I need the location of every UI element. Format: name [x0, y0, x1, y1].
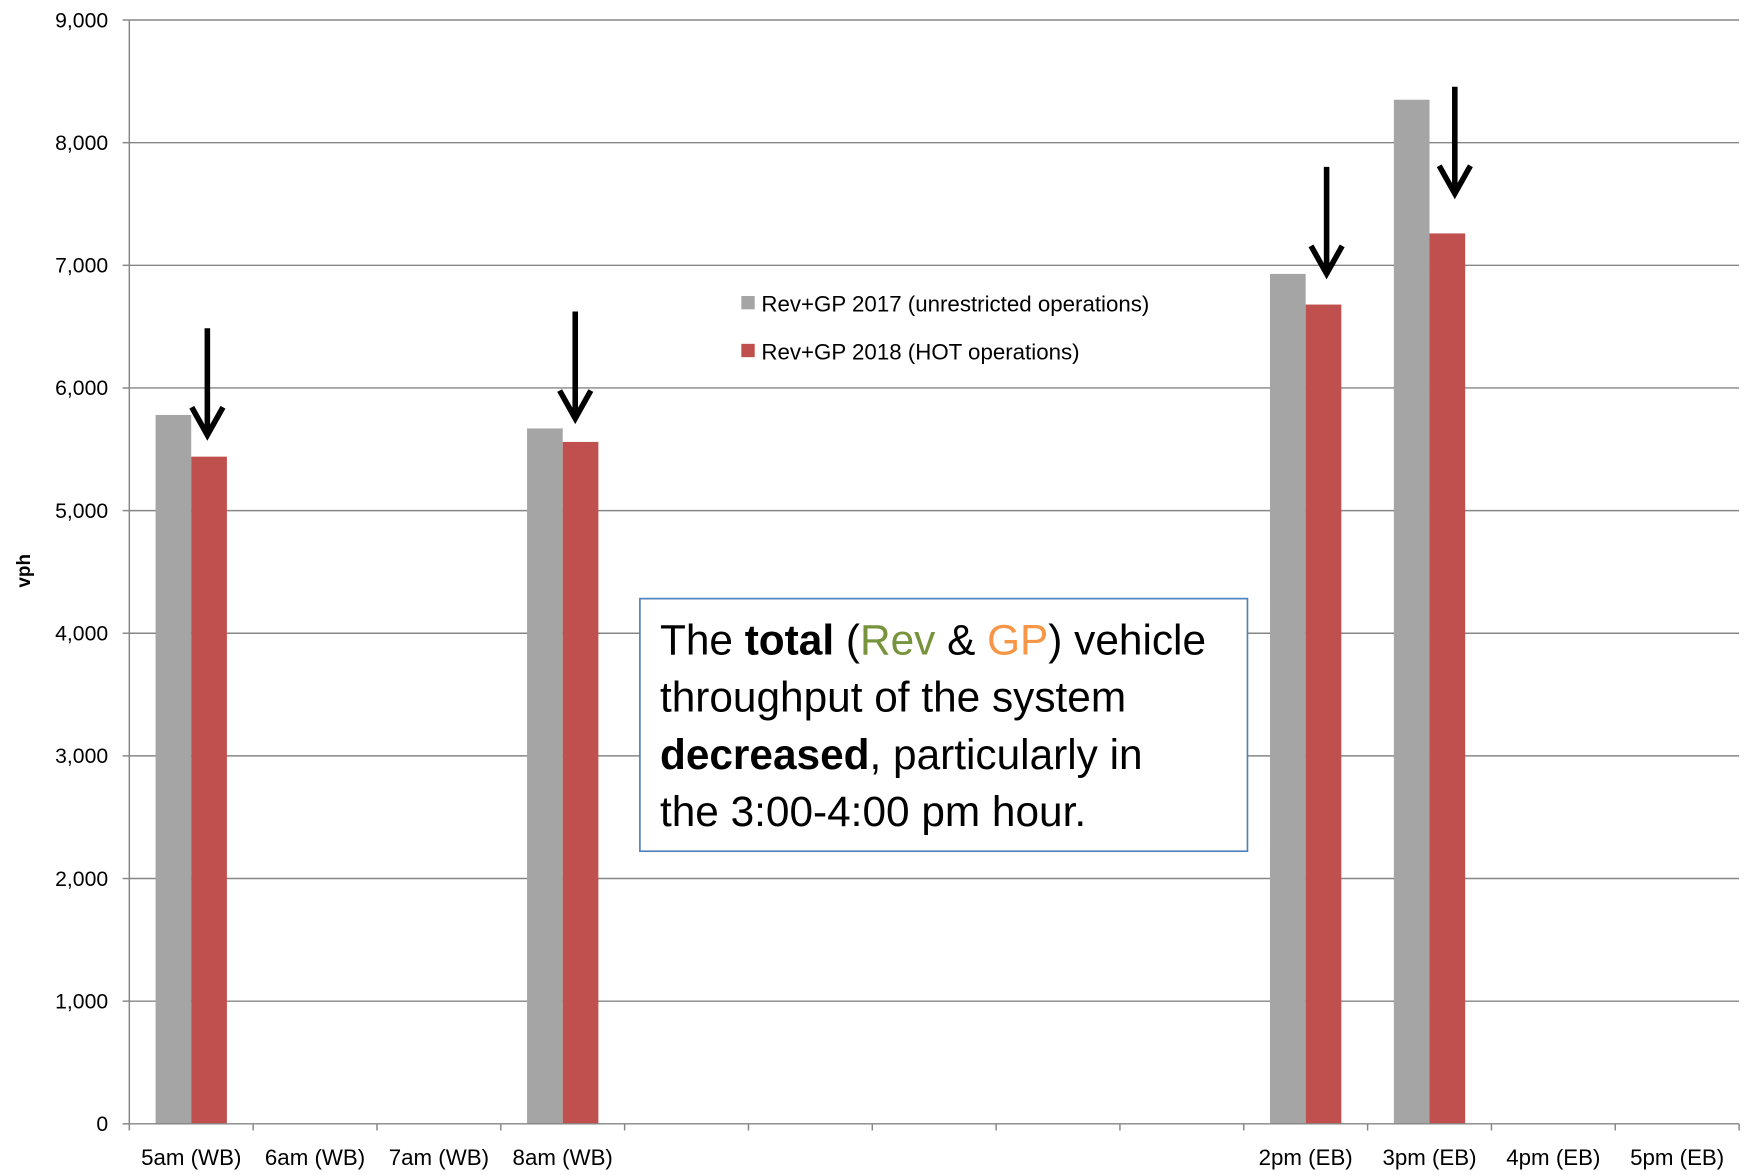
legend-swatch	[741, 343, 755, 358]
bar-series-1-8am-wb-	[527, 428, 563, 1124]
legend-label: Rev+GP 2018 (HOT operations)	[761, 339, 1079, 364]
down-arrow-icon	[557, 311, 594, 425]
annotation-box: The total (Rev & GP) vehicle throughput o…	[639, 597, 1249, 853]
legend-item: Rev+GP 2018 (HOT operations)	[741, 339, 1080, 364]
annotation-line: decreased, particularly in	[660, 731, 1143, 778]
y-tick-label: 4,000	[55, 622, 108, 645]
annotation-segment: the 3:00-4:00 pm hour.	[660, 788, 1086, 835]
y-tick-label: 5,000	[55, 500, 108, 523]
legend-item: Rev+GP 2017 (unrestricted operations)	[741, 292, 1149, 317]
x-tick-label: 2pm (EB)	[1259, 1145, 1353, 1170]
bars	[155, 99, 1466, 1124]
axes	[122, 19, 1740, 1131]
x-tick-label: 5pm (EB)	[1630, 1145, 1724, 1170]
legend-swatch	[741, 295, 755, 310]
legend-label: Rev+GP 2017 (unrestricted operations)	[761, 292, 1149, 317]
bar-series-1-2pm-eb-	[1270, 273, 1306, 1124]
bar-series-1-3pm-eb-	[1393, 99, 1430, 1124]
x-tick-label: 3pm (EB)	[1382, 1145, 1476, 1170]
y-tick-label: 7,000	[55, 255, 108, 278]
tick-labels: 0 1,000 2,000 3,000 4,000 5,000 6,000 7,000 8,00…	[55, 9, 1724, 1170]
y-tick-label: 9,000	[55, 9, 108, 32]
annotation-segment: (	[834, 616, 860, 663]
bar-series-2-5am-wb-	[191, 456, 227, 1124]
annotation-segment: The	[660, 616, 745, 663]
down-arrow-icon	[1436, 86, 1473, 200]
annotation-emphasis: decreased	[660, 731, 870, 778]
y-tick-label: 0	[96, 1113, 108, 1136]
x-tick-label: 8am (WB)	[513, 1145, 613, 1170]
x-tick-label: 5am (WB)	[141, 1145, 241, 1170]
gridlines	[129, 19, 1740, 1002]
annotation-line: the 3:00-4:00 pm hour.	[660, 788, 1086, 835]
y-tick-label: 6,000	[55, 377, 108, 400]
annotation-line: The total (Rev & GP) vehicle	[660, 616, 1206, 663]
x-tick-label: 6am (WB)	[265, 1145, 365, 1170]
y-tick-label: 8,000	[55, 132, 108, 155]
y-tick-label: 1,000	[55, 990, 108, 1013]
annotation-segment: Rev	[860, 616, 936, 663]
y-tick-label: 3,000	[55, 745, 108, 768]
x-tick-label: 4pm (EB)	[1506, 1145, 1600, 1170]
down-arrow-icon	[1308, 166, 1345, 280]
legend: Rev+GP 2017 (unrestricted operations) Rev…	[741, 292, 1149, 364]
down-arrow-icon	[189, 328, 226, 441]
x-tick-label: 7am (WB)	[389, 1145, 489, 1170]
annotation-emphasis: total	[745, 616, 834, 663]
bar-series-2-3pm-eb-	[1429, 233, 1466, 1124]
y-axis-label: vph	[14, 554, 35, 588]
annotation-text: The total (Rev & GP) vehicle throughput o…	[660, 616, 1206, 835]
y-tick-label: 2,000	[55, 868, 108, 891]
annotation-segment: ) vehicle	[1048, 616, 1206, 663]
annotation-border	[639, 597, 1249, 853]
annotation-line: throughput of the system	[660, 674, 1126, 721]
bar-series-2-2pm-eb-	[1305, 304, 1342, 1124]
annotation-segment: , particularly in	[870, 731, 1143, 778]
bar-series-2-8am-wb-	[562, 441, 599, 1124]
bar-series-1-5am-wb-	[155, 414, 192, 1124]
annotation-segment: throughput of the system	[660, 674, 1126, 721]
annotation-segment: &	[935, 616, 987, 663]
annotation-segment: GP	[987, 616, 1048, 663]
annotation-arrows	[189, 86, 1473, 441]
